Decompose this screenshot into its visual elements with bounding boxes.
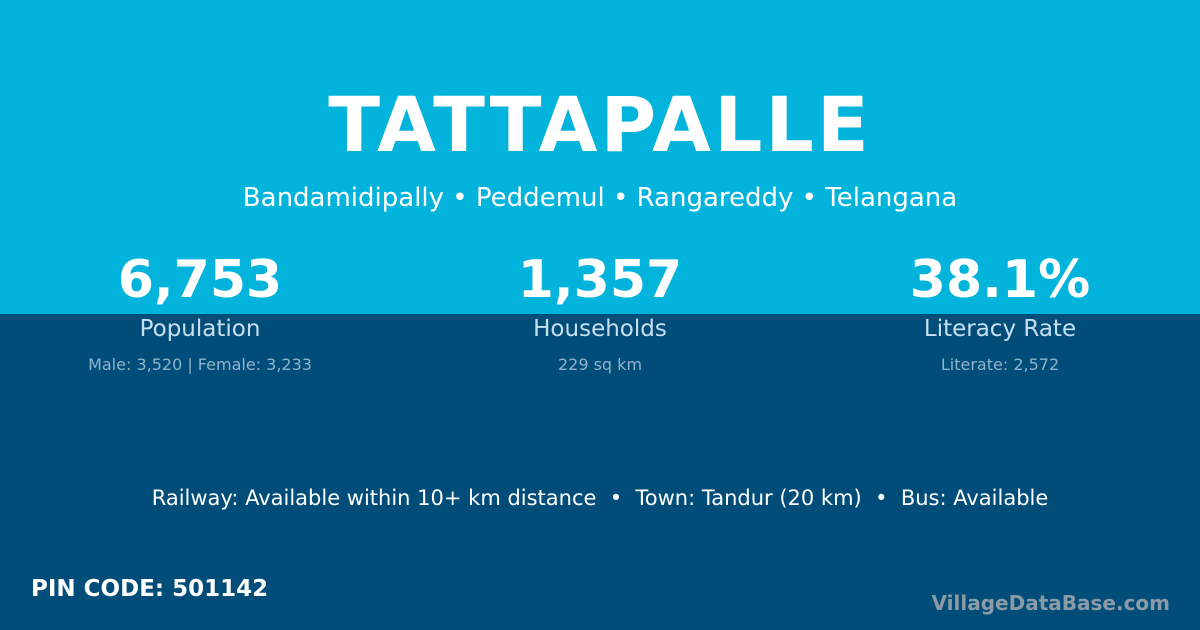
stat-value: 1,357 <box>517 250 683 310</box>
details-band <box>0 314 1200 630</box>
stat-value: 38.1% <box>909 250 1091 310</box>
stat-label: Literacy Rate <box>923 316 1077 342</box>
stat-value: 6,753 <box>117 250 283 310</box>
stat-detail: Male: 3,520 | Female: 3,233 <box>88 355 312 374</box>
stat-detail: 229 sq km <box>557 355 643 374</box>
connectivity-info: Railway: Available within 10+ km distanc… <box>151 486 1049 510</box>
location-breadcrumb: Bandamidipally • Peddemul • Rangareddy •… <box>242 183 958 213</box>
village-name: TATTAPALLE <box>328 80 872 169</box>
stat-label: Households <box>533 316 667 342</box>
brand-watermark: VillageDataBase.com <box>931 591 1170 615</box>
header-band <box>0 0 1200 314</box>
stat-label: Population <box>139 316 261 342</box>
stat-detail: Literate: 2,572 <box>940 355 1060 374</box>
pin-code: PIN CODE: 501142 <box>31 576 269 602</box>
